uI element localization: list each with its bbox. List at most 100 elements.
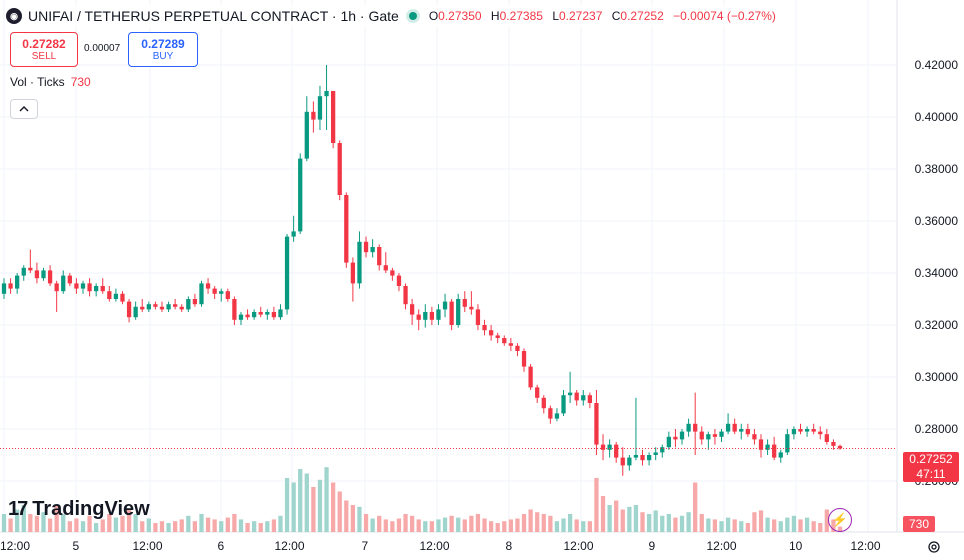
candle-body (640, 455, 645, 461)
price-axis-label: 0.38000 (914, 162, 958, 176)
collapse-button[interactable] (10, 99, 38, 119)
candle-body (679, 431, 685, 440)
volume-bar (594, 478, 599, 532)
candle-body (502, 338, 507, 344)
candle-countdown: 47:11 (916, 467, 946, 481)
volume-bar (120, 515, 125, 532)
candle-body (508, 343, 514, 346)
volume-indicator-label[interactable]: Vol · Ticks 730 (10, 75, 91, 89)
time-axis-label: 12:00 (274, 539, 305, 553)
candle-body (752, 434, 757, 440)
volume-bar (8, 518, 13, 532)
gear-icon[interactable] (926, 539, 942, 555)
candle-body (785, 434, 790, 453)
candle-body (475, 309, 481, 325)
volume-bar (554, 521, 560, 532)
candle-body (113, 293, 119, 299)
candle-body (219, 291, 224, 294)
volume-bar (462, 519, 467, 532)
candle-body (594, 403, 599, 445)
volume-bar (739, 521, 744, 532)
candle-body (660, 447, 665, 453)
volume-bar (146, 518, 151, 532)
candle-body (600, 444, 606, 450)
candle-body (199, 283, 204, 305)
volume-bar (614, 500, 619, 532)
volume-bar (67, 521, 72, 532)
volume-bar (785, 517, 790, 532)
price-axis-label: 0.34000 (914, 266, 958, 280)
candle-body (686, 423, 691, 432)
candle-body (179, 306, 184, 310)
symbol-title[interactable]: UNIFAI / TETHERUS PERPETUAL CONTRACT · 1… (28, 8, 399, 24)
volume-bar (298, 469, 303, 532)
volume-bar (456, 517, 461, 532)
candle-body (745, 429, 750, 435)
volume-bar (686, 512, 691, 532)
volume-bar (265, 521, 270, 532)
candle-body (521, 351, 527, 367)
volume-bar (21, 505, 26, 532)
volume-bar (699, 514, 704, 532)
volume-bar (291, 482, 296, 532)
sell-label: SELL (31, 50, 57, 62)
candle-body (284, 236, 290, 310)
volume-bar (712, 519, 718, 532)
candle-body (100, 286, 105, 292)
volume-bar (363, 514, 369, 532)
candle-body (245, 314, 250, 318)
candle-body (554, 413, 560, 419)
candle-body (265, 312, 270, 315)
volume-bar (772, 519, 777, 532)
candle-body (653, 452, 658, 455)
time-axis-label: 9 (648, 539, 656, 553)
volume-bar (80, 521, 86, 532)
volume-bar (173, 521, 178, 532)
buy-button[interactable]: 0.27289 BUY (128, 32, 198, 67)
volume-bar (317, 479, 323, 532)
time-axis-label: 8 (505, 539, 513, 553)
candle-body (298, 158, 303, 232)
candle-body (291, 231, 296, 237)
candle-body (324, 91, 329, 97)
candle-body (61, 275, 66, 292)
sell-price: 0.27282 (22, 36, 66, 51)
volume-bar (159, 521, 165, 532)
candle-body (107, 291, 112, 299)
candle-body (1, 283, 7, 294)
volume-bar (324, 467, 329, 532)
volume-bar (350, 505, 356, 532)
volume-bar (219, 521, 224, 532)
candle-body (396, 275, 402, 286)
volume-bar (113, 517, 119, 532)
candle-body (442, 301, 448, 310)
volume-bar (87, 515, 92, 532)
volume-bar (521, 514, 527, 532)
volume-bar (725, 517, 731, 532)
volume-bar (495, 523, 500, 532)
volume-bar (252, 521, 257, 532)
volume-bar (245, 523, 250, 532)
tradingview-logo[interactable]: 17 TradingView (8, 498, 150, 520)
ohlc-values: O0.27350 H0.27385 L0.27237 C0.27252 −0.0… (428, 9, 776, 23)
volume-bar (587, 521, 592, 532)
price-change: −0.00074 (−0.27%) (673, 9, 776, 23)
volume-bar (752, 512, 757, 532)
candle-body (548, 408, 553, 419)
volume-bar (818, 523, 823, 532)
sell-button[interactable]: 0.27282 SELL (10, 32, 78, 67)
candle-body (818, 431, 823, 435)
candle-body (561, 395, 566, 414)
candle-body (456, 299, 461, 325)
candle-body (304, 111, 309, 159)
lightning-icon[interactable]: ⚡ (828, 508, 852, 532)
volume-bar (561, 518, 566, 532)
candle-body (205, 283, 211, 289)
chevron-up-icon (19, 106, 29, 112)
candle-body (159, 306, 165, 310)
candle-body (732, 423, 737, 432)
volume-bar (126, 509, 132, 532)
candle-body (712, 434, 718, 437)
